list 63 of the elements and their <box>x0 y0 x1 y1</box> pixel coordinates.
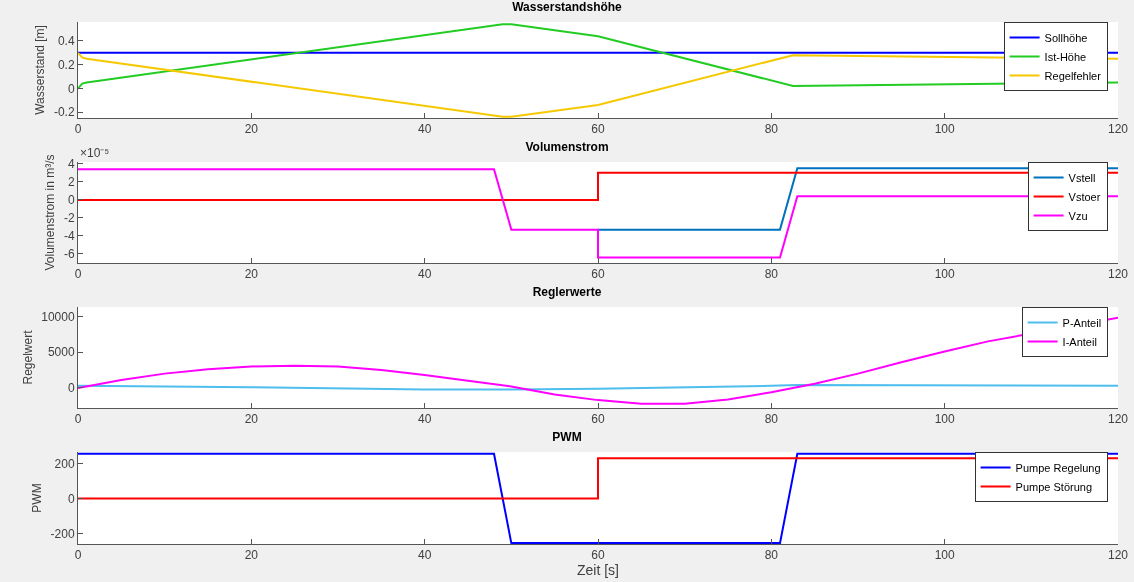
line-series <box>78 168 1118 259</box>
x-tick-label: 60 <box>591 412 605 427</box>
line-series <box>78 316 1118 405</box>
y-axis-title: Volumenstrom in m³/s <box>43 154 58 271</box>
chart-title: Wasserstandshöhe <box>512 0 623 15</box>
x-tick-label: 120 <box>1107 267 1129 282</box>
x-tick-label: 80 <box>764 548 779 563</box>
x-tick-label: 40 <box>417 548 432 563</box>
y-tick-label: -4 <box>63 229 75 244</box>
y-tick-label: 0 <box>67 491 75 506</box>
x-tick-label: 60 <box>591 267 605 282</box>
y-tick-label: 5000 <box>47 345 75 360</box>
x-tick-label: 100 <box>934 412 955 427</box>
legend-label: P-Anteil <box>1062 316 1102 329</box>
y-tick-label: -2 <box>63 211 75 226</box>
legend-label: I-Anteil <box>1062 335 1097 348</box>
y-tick-label: 0.4 <box>57 34 75 49</box>
legend-label: Pumpe Regelung <box>1015 461 1101 474</box>
x-tick-label: 60 <box>591 548 605 563</box>
x-tick-label: 20 <box>244 122 259 137</box>
x-tick-label: 100 <box>934 122 955 137</box>
y-axis-title: Regelwert <box>20 329 35 385</box>
x-tick-label: 20 <box>244 267 259 282</box>
x-tick-label: 100 <box>934 267 955 282</box>
y-tick-label: -0.2 <box>53 105 75 120</box>
y-tick-label: 0 <box>67 193 75 208</box>
legend-label: Regelfehler <box>1044 69 1102 82</box>
y-tick-label: 0.2 <box>57 57 75 72</box>
x-tick-label: 60 <box>591 122 605 137</box>
chart-title: PWM <box>552 430 582 445</box>
y-tick-label: 4 <box>67 157 75 171</box>
y-tick-label: 0 <box>67 381 75 396</box>
legend-label: Pumpe Störung <box>1015 480 1093 493</box>
y-tick-label: -6 <box>63 247 75 262</box>
chart-title: Volumenstrom <box>525 140 609 155</box>
y-axis-title: Wasserstand [m] <box>33 25 48 115</box>
x-tick-label: 120 <box>1107 122 1129 137</box>
y-tick-label: 200 <box>54 456 75 471</box>
text: ×10⁻⁵ <box>80 146 110 160</box>
y-tick-label: 2 <box>67 175 75 190</box>
legend-label: Vstell <box>1068 171 1096 184</box>
x-tick-label: 40 <box>417 412 432 427</box>
legend-label: Vzu <box>1068 209 1088 222</box>
x-tick-label: 20 <box>244 548 259 563</box>
y-axis-title: PWM <box>29 483 44 513</box>
legend-label: Sollhöhe <box>1044 31 1088 44</box>
legend-label: Vstoer <box>1068 190 1101 203</box>
y-tick-label: 10000 <box>41 309 75 324</box>
x-tick-label: 100 <box>934 548 955 563</box>
x-tick-label: 80 <box>764 267 779 282</box>
x-tick-label: 120 <box>1107 412 1129 427</box>
legend-label: Ist-Höhe <box>1044 50 1087 63</box>
x-axis-title: Zeit [s] <box>576 562 620 579</box>
y-tick-label: -200 <box>50 526 75 541</box>
x-tick-label: 80 <box>764 122 779 137</box>
x-tick-label: 40 <box>417 267 432 282</box>
x-tick-label: 40 <box>417 122 432 137</box>
x-tick-label: 120 <box>1107 548 1129 563</box>
y-tick-label: 0 <box>67 81 75 96</box>
line-series <box>78 23 1118 90</box>
x-tick-label: 80 <box>764 412 779 427</box>
x-tick-label: 20 <box>244 412 259 427</box>
chart-title: Reglerwerte <box>532 285 602 300</box>
